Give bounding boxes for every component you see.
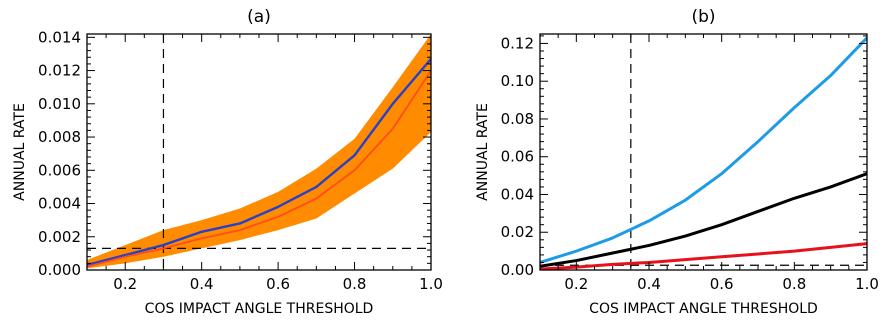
panel-a-series-line-1 <box>87 58 431 267</box>
panel-b-series-line-1 <box>540 36 867 264</box>
panel-b-y-tick-label: 0.10 <box>501 72 534 90</box>
panel-a-y-tick-label: 0.008 <box>38 128 81 146</box>
panel-a: 0.2 0.4 0.6 0.8 1.0 0.000 0.002 0.004 0.006 0.008… <box>12 7 443 317</box>
panel-a-x-tick-label: 0.6 <box>266 275 290 293</box>
panel-b-x-tick-label: 0.8 <box>782 275 806 293</box>
panel-b-plot-area <box>540 34 867 270</box>
panel-a-series-line-2 <box>87 70 431 268</box>
panel-b-title: (b) <box>691 7 715 27</box>
panel-a-y-tick-label: 0.004 <box>38 195 81 213</box>
panel-b-axes-frame <box>539 33 868 271</box>
panel-a-plot-area <box>87 34 431 270</box>
panel-b-x-tick-label: 0.6 <box>710 275 734 293</box>
panel-a-x-tick-label: 1.0 <box>419 275 443 293</box>
panel-a-x-tick-label: 0.2 <box>113 275 137 293</box>
panel-b-y-tick-label: 0.12 <box>501 34 534 52</box>
panel-b-y-axis-title: ANNUAL RATE <box>475 103 491 201</box>
panel-a-y-tick-label: 0.012 <box>38 62 81 80</box>
panel-b-x-tick-label: 0.4 <box>637 275 661 293</box>
panel-b-x-axis-title: COS IMPACT ANGLE THRESHOLD <box>589 301 818 317</box>
panel-b-y-tick-label: 0.04 <box>501 185 534 203</box>
panel-b-x-tick-label: 0.2 <box>564 275 588 293</box>
panel-a-y-axis-title: ANNUAL RATE <box>12 103 28 201</box>
panel-a-title: (a) <box>247 7 271 27</box>
panel-a-y-tick-label: 0.010 <box>38 95 81 113</box>
panel-a-y-tick-label: 0.006 <box>38 161 81 179</box>
panel-b-y-tick-label: 0.00 <box>501 261 534 279</box>
panel-b-series-line-2 <box>540 172 867 268</box>
panel-a-uncertainty-band <box>87 34 431 269</box>
panel-b-x-tick-label: 1.0 <box>855 275 879 293</box>
panel-a-x-tick-label: 0.8 <box>343 275 367 293</box>
panel-a-y-tick-label: 0.014 <box>38 28 81 46</box>
panel-b-y-tick-label: 0.08 <box>501 110 534 128</box>
panel-b-y-tick-label: 0.02 <box>501 223 534 241</box>
panel-a-x-tick-label: 0.4 <box>190 275 214 293</box>
panel-b: 0.2 0.4 0.6 0.8 1.0 0.00 0.02 0.04 0.06 0.08 0.10 0… <box>475 7 879 317</box>
panel-a-y-tick-label: 0.002 <box>38 228 81 246</box>
panel-a-x-axis-title: COS IMPACT ANGLE THRESHOLD <box>145 301 374 317</box>
panel-a-y-tick-label: 0.000 <box>38 261 81 279</box>
panel-b-series-line-3 <box>540 242 867 270</box>
panel-b-y-tick-label: 0.06 <box>501 148 534 166</box>
